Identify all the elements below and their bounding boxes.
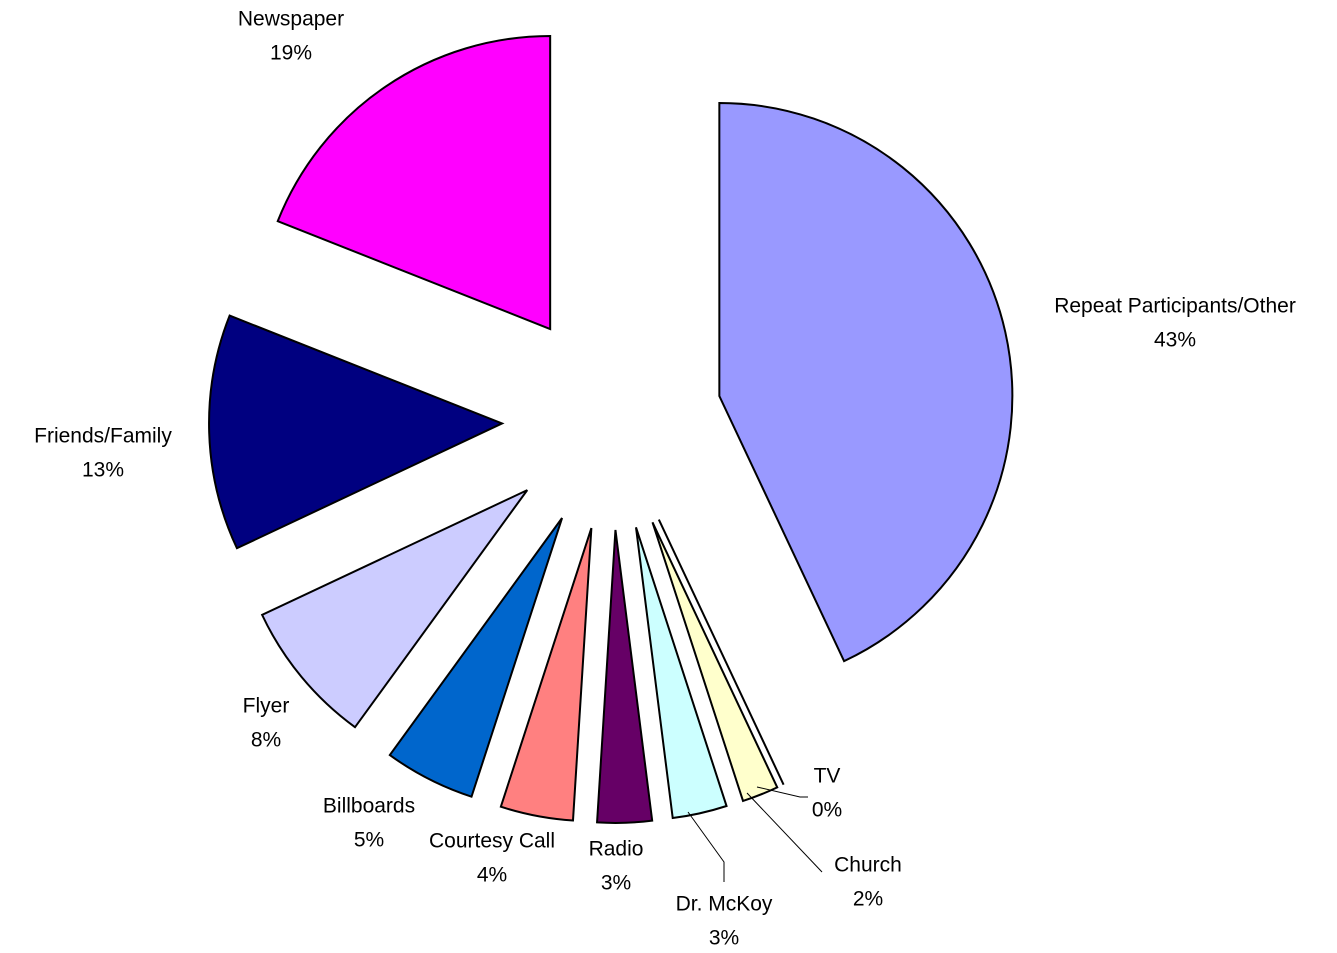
slice-value-label: 5% — [354, 829, 384, 852]
slice-value-label: 0% — [812, 799, 842, 822]
leader-line — [687, 811, 725, 882]
slice-value-label: 3% — [601, 872, 631, 895]
slice-value-label: 43% — [1154, 329, 1196, 352]
slice-label: Newspaper — [238, 8, 344, 31]
pie-slice — [499, 527, 593, 822]
pie-slice — [260, 489, 529, 729]
slice-label: Flyer — [243, 695, 290, 718]
slice-value-label: 8% — [251, 729, 281, 752]
slice-label: Repeat Participants/Other — [1054, 295, 1296, 318]
slice-value-label: 3% — [709, 927, 739, 950]
slice-value-label: 4% — [477, 864, 507, 887]
pie-slice — [657, 519, 785, 786]
pie-slice — [595, 529, 654, 824]
slice-label: Billboards — [323, 795, 415, 818]
slice-label: TV — [814, 765, 841, 788]
pie-slice — [388, 517, 564, 798]
leader-line — [746, 792, 823, 873]
slice-label: Friends/Family — [34, 425, 172, 448]
leader-line — [756, 786, 808, 798]
slice-value-label: 13% — [82, 459, 124, 482]
slice-label: Dr. McKoy — [676, 893, 773, 916]
pie-slice — [651, 521, 779, 803]
slice-label: Church — [834, 854, 902, 877]
pie-slice — [718, 102, 1014, 663]
pie-slice — [276, 35, 552, 331]
pie-slice — [208, 314, 505, 550]
slice-value-label: 2% — [853, 888, 883, 911]
slice-label: Courtesy Call — [429, 830, 555, 853]
pie-slice — [635, 527, 728, 820]
slice-value-label: 19% — [270, 42, 312, 65]
slice-label: Radio — [589, 838, 644, 861]
